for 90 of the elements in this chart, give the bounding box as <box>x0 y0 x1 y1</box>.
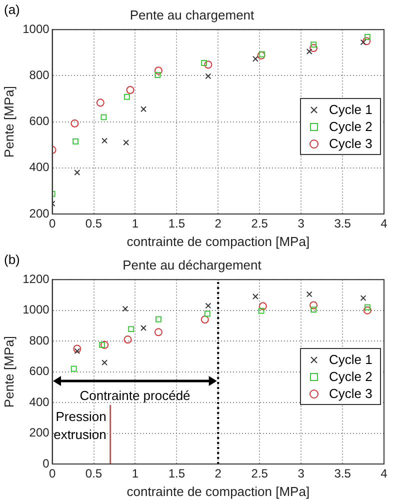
point <box>205 302 212 309</box>
x-tick-label: 2 <box>214 216 222 231</box>
chart-title: Pente au chargement <box>130 7 255 22</box>
point <box>310 301 318 310</box>
point <box>122 306 128 312</box>
legend-label: Cycle 2 <box>329 369 372 384</box>
x-tick-label: 2.5 <box>251 216 268 231</box>
y-tick-label: 800 <box>29 68 50 82</box>
point <box>155 316 162 322</box>
x-axis-title: contrainte de compaction [MPa] <box>126 234 310 249</box>
point <box>100 340 109 349</box>
point <box>70 119 79 128</box>
point <box>74 170 80 176</box>
point <box>140 325 146 331</box>
point <box>154 66 162 75</box>
point <box>363 306 372 314</box>
point <box>200 316 209 324</box>
y-tick-label: 400 <box>29 394 50 409</box>
point <box>74 348 80 354</box>
point <box>124 94 130 100</box>
x-tick-label: 3 <box>298 466 305 481</box>
point <box>204 60 212 69</box>
legend-label: Cycle 1 <box>329 102 372 118</box>
point <box>99 342 106 348</box>
point <box>72 138 78 144</box>
point <box>310 306 316 313</box>
x-tick-label: 2 <box>214 466 222 481</box>
point <box>100 114 107 120</box>
x-tick-label: 3.5 <box>334 216 352 231</box>
point <box>201 60 208 66</box>
point <box>258 308 264 314</box>
x-tick-label: 2.5 <box>251 466 268 481</box>
y-tick-label: 1000 <box>22 302 50 317</box>
point <box>362 37 371 46</box>
y-tick-label: 200 <box>29 206 50 220</box>
point <box>124 336 132 344</box>
y-axis-title: Pente [MPa] <box>1 86 16 158</box>
x-tick-label: 0.5 <box>85 466 102 481</box>
point <box>258 302 267 310</box>
x-axis-title: contrainte de compaction [MPa] <box>126 484 310 499</box>
y-tick-label: 1200 <box>22 272 50 286</box>
x-tick-label: 1 <box>132 466 139 481</box>
point <box>140 106 146 112</box>
y-tick-label: 200 <box>29 426 50 440</box>
point <box>96 98 104 107</box>
x-tick-label: 0.5 <box>85 216 102 231</box>
y-tick-label: 600 <box>29 114 50 128</box>
legend-label: Cycle 2 <box>329 119 372 134</box>
point <box>73 344 82 353</box>
x-tick-label: 3.5 <box>334 466 352 481</box>
point <box>204 310 210 317</box>
x-tick-label: 1.5 <box>168 216 186 231</box>
x-tick-label: 1.5 <box>168 466 186 481</box>
point <box>306 48 312 54</box>
point <box>205 73 212 80</box>
x-tick-label: 3 <box>298 216 305 231</box>
point <box>310 44 318 52</box>
x-tick-label: 4 <box>380 216 388 231</box>
point <box>310 42 316 48</box>
y-axis-title: Pente [MPa] <box>1 336 16 408</box>
y-tick-label: 600 <box>29 364 50 378</box>
legend-label: Cycle 3 <box>329 386 372 402</box>
point <box>128 326 134 332</box>
y-tick-label: 1000 <box>22 22 50 36</box>
point <box>364 304 370 310</box>
chart-title: Pente au déchargement <box>122 257 262 272</box>
point <box>154 328 162 336</box>
point <box>360 39 366 46</box>
x-tick-label: 4 <box>380 466 388 481</box>
legend-label: Cycle 1 <box>329 352 372 368</box>
point <box>154 72 161 78</box>
y-tick-label: 400 <box>29 160 50 174</box>
y-tick-label: 800 <box>29 333 50 348</box>
point <box>252 56 258 62</box>
y-tick-label: 0 <box>42 456 50 470</box>
point <box>70 366 77 372</box>
point <box>360 295 366 302</box>
point <box>102 138 108 144</box>
point <box>126 86 134 94</box>
annotation: Contrainte procédé <box>80 388 190 404</box>
point <box>123 140 130 146</box>
legend-label: Cycle 3 <box>329 136 372 152</box>
point <box>102 360 108 366</box>
text: (a) <box>4 2 20 17</box>
point <box>252 294 258 300</box>
text: (b) <box>4 252 20 267</box>
x-tick-label: 1 <box>132 216 139 231</box>
point <box>306 291 312 298</box>
ref-line-label: Pression extrusion <box>54 408 106 442</box>
point <box>364 34 370 40</box>
